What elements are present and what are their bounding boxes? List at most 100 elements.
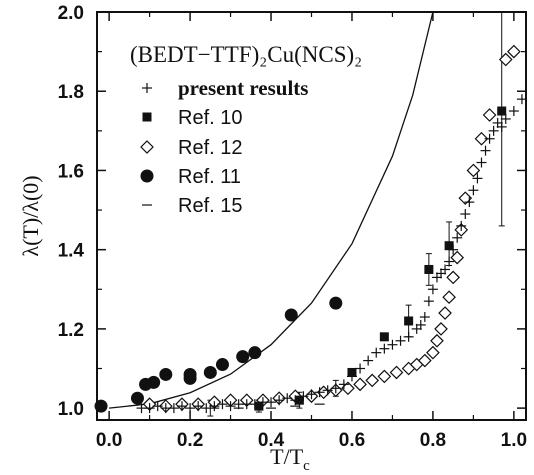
point-ref-10 [347,367,357,377]
point-present-results [460,209,471,220]
point-present-results [464,197,475,208]
point-present-results [387,339,398,350]
point-present-results [452,232,463,243]
point-ref-12 [430,333,444,348]
point-present-results [355,363,366,374]
point-ref-12 [377,369,392,384]
point-present-results [516,94,527,105]
point-ref-12 [442,290,456,305]
point-ref-10 [404,316,414,326]
x-tick-label: 0.4 [258,430,285,451]
x-tick-label: 0.2 [177,430,203,451]
point-ref-11 [183,367,197,381]
point-present-results [306,389,317,400]
point-ref-12 [507,44,521,59]
point-present-results [371,347,382,358]
theory-curve-layer [109,11,434,409]
point-present-results [209,401,220,412]
point-present-results [152,401,163,412]
y-tick-label: 1.2 [58,320,84,341]
point-present-results [379,343,390,354]
point-present-results [480,145,491,156]
legend-symbol-present-results [142,83,152,93]
point-present-results [431,272,442,283]
point-present-results [330,383,341,394]
point-present-results [419,312,430,323]
point-ref-10 [497,106,507,116]
point-present-results [488,125,499,136]
x-tick-label: 1.0 [501,430,527,451]
plot-frame [96,11,527,421]
point-present-results [456,220,467,231]
data-marks [94,44,527,414]
point-ref-11 [215,358,229,372]
point-present-results [427,284,438,295]
y-tick-label: 1.4 [58,241,85,262]
y-tick-label: 2.0 [58,3,84,24]
point-present-results [496,121,507,132]
legend-symbol-ref-12 [140,140,154,154]
y-tick-label: 1.6 [58,161,84,182]
point-present-results [415,319,426,330]
y-axis-title: λ(T)/λ(0) [18,175,43,256]
legend-symbol-ref-11 [140,169,154,183]
point-ref-12 [458,191,473,206]
point-ref-12 [434,322,448,336]
point-ref-10 [424,264,434,274]
point-present-results [185,403,196,414]
point-ref-11 [248,346,262,360]
legend-label-ref-15: Ref. 15 [178,195,242,217]
point-present-results [492,117,503,128]
x-axis-title-subscript: c [303,458,310,474]
point-present-results [440,264,451,275]
point-present-results [436,268,447,279]
point-ref-11 [147,375,161,389]
x-tick-label: 0.8 [420,430,446,451]
point-ref-12 [482,108,497,122]
x-tick-label: 0.6 [339,430,365,451]
legend: present results Ref. 10 Ref. 12 Ref. 11 … [140,76,308,217]
point-ref-11 [329,296,343,310]
point-ref-12 [498,52,513,67]
point-ref-12 [438,306,452,320]
legend-label-ref-11: Ref. 11 [178,166,241,188]
point-present-results [363,355,374,366]
point-ref-11 [94,399,108,413]
legend-symbol-ref-10 [142,112,152,122]
point-ref-11 [236,350,250,364]
point-ref-11 [203,365,217,379]
point-ref-11 [284,308,298,322]
point-present-results [176,401,187,412]
x-axis-title: T/Tc [270,444,310,474]
point-present-results [168,403,179,414]
point-present-results [193,401,204,412]
point-ref-10 [254,401,264,411]
legend-label-ref-10: Ref. 10 [178,107,242,129]
point-present-results [411,323,422,334]
point-present-results [217,399,228,410]
point-present-results [484,133,495,144]
point-ref-12 [426,345,440,360]
legend-label-ref-12: Ref. 12 [178,137,242,159]
point-present-results [338,379,349,390]
point-present-results [476,157,487,168]
point-present-results [444,256,455,267]
point-ref-10 [294,395,304,405]
x-tick-label: 0.0 [96,430,122,451]
point-ref-12 [365,373,380,388]
x-axis-title-main: T/T [270,444,304,469]
point-present-results [472,173,483,184]
tick-labels: 0.0 0.2 0.4 0.6 0.8 1.0 1.0 1.2 1.4 1.6 1.8 2.0 [58,3,527,451]
point-present-results [225,401,236,412]
point-present-results [322,385,333,396]
point-present-results [500,113,511,124]
y-tick-label: 1.8 [58,82,84,103]
point-ref-12 [474,131,489,146]
point-ref-10 [379,332,389,342]
point-present-results [282,393,293,404]
point-ref-12 [353,377,367,392]
point-ref-12 [466,163,481,178]
point-ref-10 [444,241,454,251]
point-ref-12 [389,365,404,380]
